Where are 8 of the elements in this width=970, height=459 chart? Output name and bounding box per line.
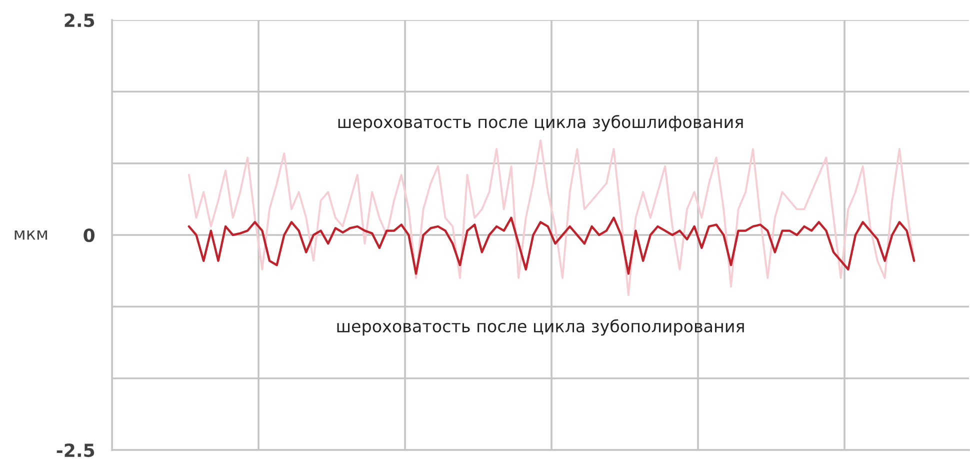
line-series [188, 139, 916, 296]
y-tick-label: 0 [84, 228, 95, 242]
y-axis-title: мкм [14, 230, 47, 240]
y-tick-label: 2.5 [64, 13, 94, 28]
y-tick-label: -2.5 [56, 443, 94, 458]
line-series [188, 216, 916, 275]
annotation: шероховатость после цикла зубополирования [337, 319, 744, 336]
annotation: шероховатость после цикла зубошлифования [338, 115, 743, 132]
